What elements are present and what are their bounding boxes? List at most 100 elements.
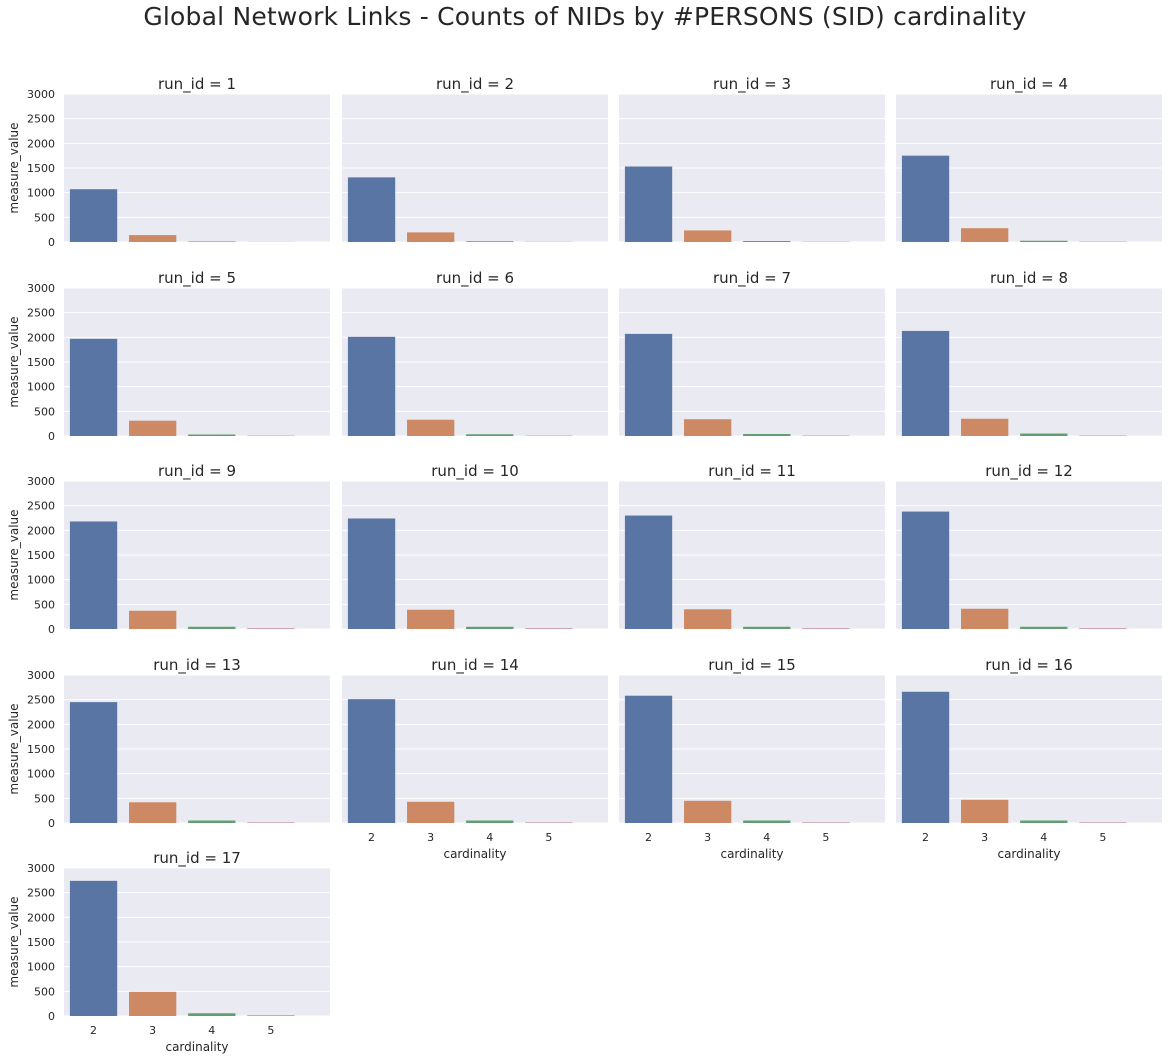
bar-run-9-cardinality-4 — [188, 626, 236, 629]
bar-run-8-cardinality-2 — [901, 330, 950, 436]
y-tick-label: 500 — [34, 792, 55, 805]
bar-run-9-cardinality-3 — [129, 610, 177, 629]
y-tick-label: 2000 — [27, 331, 55, 344]
bar-run-13-cardinality-2 — [69, 702, 118, 823]
bar-run-8-cardinality-3 — [961, 418, 1009, 436]
y-axis-label: measure_value — [7, 703, 21, 794]
bar-run-13-cardinality-4 — [188, 820, 236, 823]
y-tick-label: 2500 — [27, 113, 55, 126]
panel-title-run-10: run_id = 10 — [431, 462, 519, 481]
bar-run-10-cardinality-2 — [347, 518, 396, 629]
panel-title-run-4: run_id = 4 — [990, 75, 1068, 94]
x-tick-label: 3 — [981, 831, 988, 844]
y-tick-label: 1000 — [27, 381, 55, 394]
bar-run-11-cardinality-4 — [743, 626, 791, 629]
y-tick-label: 1000 — [27, 961, 55, 974]
y-tick-label: 3000 — [27, 475, 55, 488]
bar-run-5-cardinality-3 — [129, 420, 177, 436]
x-axis-label: cardinality — [165, 1040, 228, 1054]
y-tick-label: 0 — [48, 1010, 55, 1023]
y-tick-label: 1500 — [27, 162, 55, 175]
y-tick-label: 2500 — [27, 694, 55, 707]
x-tick-label: 4 — [486, 831, 493, 844]
bar-run-17-cardinality-4 — [188, 1013, 236, 1016]
y-tick-label: 2500 — [27, 887, 55, 900]
x-tick-label: 4 — [763, 831, 770, 844]
x-tick-label: 2 — [90, 1024, 97, 1037]
y-axis-label: measure_value — [7, 316, 21, 407]
y-tick-label: 500 — [34, 405, 55, 418]
y-tick-label: 2000 — [27, 718, 55, 731]
y-tick-label: 2000 — [27, 911, 55, 924]
y-tick-label: 0 — [48, 236, 55, 249]
y-tick-label: 0 — [48, 430, 55, 443]
panel-title-run-12: run_id = 12 — [985, 462, 1073, 481]
bar-run-14-cardinality-3 — [407, 801, 455, 823]
bar-run-2-cardinality-2 — [347, 177, 396, 242]
panel-title-run-11: run_id = 11 — [708, 462, 796, 481]
bar-run-7-cardinality-2 — [624, 333, 673, 436]
panel-title-run-6: run_id = 6 — [436, 269, 514, 288]
bar-run-4-cardinality-2 — [901, 155, 950, 242]
bar-run-15-cardinality-2 — [624, 695, 673, 823]
figure-title: Global Network Links - Counts of NIDs by… — [143, 2, 1027, 31]
bar-run-10-cardinality-3 — [407, 609, 455, 629]
x-tick-label: 3 — [704, 831, 711, 844]
y-tick-label: 3000 — [27, 669, 55, 682]
bar-run-14-cardinality-2 — [347, 699, 396, 823]
y-tick-label: 2000 — [27, 524, 55, 537]
bar-run-12-cardinality-3 — [961, 608, 1009, 629]
bar-run-17-cardinality-2 — [69, 880, 118, 1016]
bar-run-6-cardinality-3 — [407, 419, 455, 436]
y-tick-label: 500 — [34, 985, 55, 998]
panel-title-run-13: run_id = 13 — [153, 656, 241, 675]
bar-run-14-cardinality-4 — [466, 820, 514, 823]
bar-run-6-cardinality-4 — [466, 434, 514, 436]
y-tick-label: 1000 — [27, 187, 55, 200]
y-tick-label: 2500 — [27, 500, 55, 513]
panel-title-run-14: run_id = 14 — [431, 656, 519, 675]
bar-run-13-cardinality-3 — [129, 802, 177, 823]
bar-run-6-cardinality-2 — [347, 336, 396, 436]
panel-title-run-9: run_id = 9 — [158, 462, 236, 481]
y-axis-label: measure_value — [7, 509, 21, 600]
x-tick-label: 2 — [368, 831, 375, 844]
y-tick-label: 3000 — [27, 88, 55, 101]
y-tick-label: 1000 — [27, 574, 55, 587]
bar-run-2-cardinality-4 — [466, 241, 514, 242]
x-axis-label: cardinality — [720, 847, 783, 861]
x-tick-label: 2 — [645, 831, 652, 844]
panel-title-run-2: run_id = 2 — [436, 75, 514, 94]
bar-run-15-cardinality-3 — [684, 800, 732, 823]
panel-title-run-7: run_id = 7 — [713, 269, 791, 288]
bar-run-16-cardinality-3 — [961, 799, 1009, 823]
bar-run-3-cardinality-2 — [624, 166, 673, 242]
bar-run-5-cardinality-4 — [188, 434, 236, 436]
x-axis-label: cardinality — [997, 847, 1060, 861]
bar-run-12-cardinality-4 — [1020, 626, 1068, 629]
bar-run-7-cardinality-4 — [743, 434, 791, 436]
x-tick-label: 2 — [922, 831, 929, 844]
y-tick-label: 1500 — [27, 936, 55, 949]
bar-run-3-cardinality-3 — [684, 230, 732, 242]
panel-title-run-16: run_id = 16 — [985, 656, 1073, 675]
y-axis-label: measure_value — [7, 896, 21, 987]
x-tick-label: 3 — [149, 1024, 156, 1037]
y-axis-label: measure_value — [7, 122, 21, 213]
panel-title-run-5: run_id = 5 — [158, 269, 236, 288]
bar-run-16-cardinality-2 — [901, 691, 950, 823]
x-tick-label: 5 — [822, 831, 829, 844]
bar-run-2-cardinality-3 — [407, 232, 455, 242]
bar-run-4-cardinality-4 — [1020, 240, 1068, 242]
bar-run-17-cardinality-3 — [129, 991, 177, 1016]
y-tick-label: 3000 — [27, 282, 55, 295]
y-tick-label: 2500 — [27, 307, 55, 320]
x-tick-label: 3 — [427, 831, 434, 844]
bar-run-1-cardinality-2 — [69, 189, 118, 242]
x-tick-label: 5 — [545, 831, 552, 844]
x-tick-label: 4 — [1040, 831, 1047, 844]
x-tick-label: 5 — [267, 1024, 274, 1037]
y-tick-label: 500 — [34, 211, 55, 224]
bar-run-10-cardinality-4 — [466, 626, 514, 629]
y-tick-label: 3000 — [27, 862, 55, 875]
